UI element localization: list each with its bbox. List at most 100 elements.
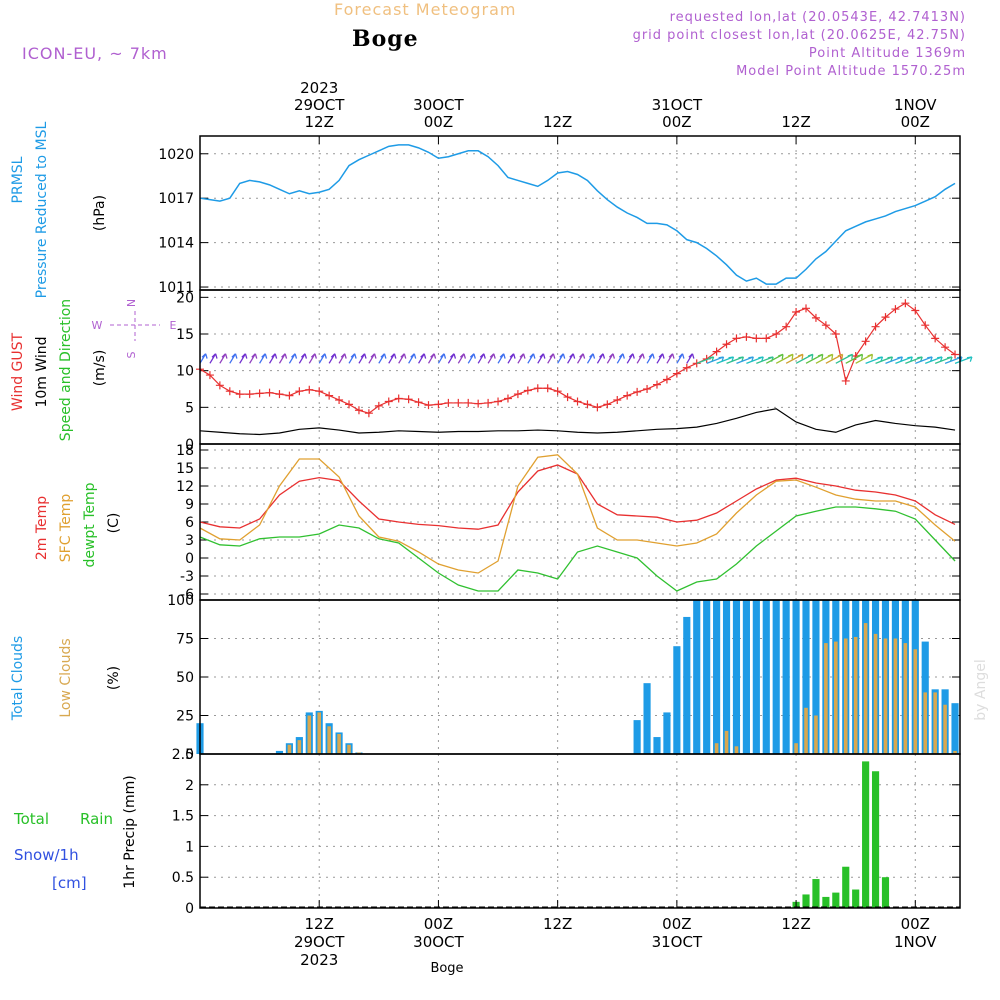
wind-arrow-head xyxy=(569,353,576,359)
wind-arrow-head xyxy=(857,353,864,360)
total-cloud-bar xyxy=(762,600,770,754)
low-cloud-bar xyxy=(933,692,937,754)
wind-arrow-head xyxy=(817,353,824,360)
wind-arrow-head xyxy=(529,353,536,359)
gust-marker xyxy=(881,313,890,322)
bottom-time-label: 31OCT xyxy=(652,933,703,951)
y-tick-label: 1 xyxy=(185,839,194,855)
bottom-time-label: 12Z xyxy=(781,915,810,933)
top-time-label: 31OCT xyxy=(652,96,703,114)
y-tick-label: 5 xyxy=(185,400,194,416)
side-label: (m/s) xyxy=(92,350,108,387)
wind-arrow-head xyxy=(211,353,218,359)
gust-marker xyxy=(245,390,254,399)
total-cloud-bar xyxy=(752,600,760,754)
wind-arrow-head xyxy=(450,353,457,359)
y-tick-label: 0 xyxy=(185,901,194,917)
low-cloud-bar xyxy=(953,750,957,754)
gust-marker xyxy=(911,306,920,315)
top-time-label: 00Z xyxy=(901,113,930,131)
side-label-total: Total xyxy=(13,810,49,828)
low-cloud-bar xyxy=(297,740,302,754)
gust-marker xyxy=(593,403,602,412)
gust-marker xyxy=(533,384,542,393)
wind-arrow-head xyxy=(807,353,814,360)
grid-point: grid point closest lon,lat (20.0625E, 42… xyxy=(632,28,966,43)
y-tick-label: 20 xyxy=(176,290,194,306)
y-tick-label: 25 xyxy=(176,709,194,725)
gust-marker xyxy=(384,397,393,406)
total-cloud-bar xyxy=(812,600,820,754)
compass-w: W xyxy=(92,319,103,332)
gust-marker xyxy=(603,400,612,409)
gust-marker xyxy=(325,391,334,400)
side-label: 2m Temp xyxy=(34,496,50,560)
side-label: 10m Wind xyxy=(34,336,50,407)
watermark: by Angel xyxy=(973,659,989,720)
wind-arrow-head xyxy=(688,353,695,359)
total-cloud-bar xyxy=(683,616,691,754)
top-time-label: 00Z xyxy=(424,113,453,131)
gust-marker xyxy=(821,321,830,330)
side-label: Total Clouds xyxy=(10,636,26,721)
low-cloud-bar xyxy=(903,643,908,754)
gust-marker xyxy=(503,394,512,403)
low-cloud-bar xyxy=(863,623,868,754)
bottom-time-label: 00Z xyxy=(662,915,691,933)
total-cloud-bar xyxy=(673,646,681,754)
top-time-label: 30OCT xyxy=(413,96,464,114)
side-label: (hPa) xyxy=(92,195,108,231)
gust-marker xyxy=(583,400,592,409)
low-cloud-bar xyxy=(824,643,828,754)
temp-line-dewpt xyxy=(199,506,956,592)
y-tick-label: 2.5 xyxy=(172,747,194,763)
wind-arrow-head xyxy=(867,353,874,360)
y-tick-label: 10 xyxy=(176,364,194,380)
gust-marker xyxy=(513,390,522,399)
wind-arrow-head xyxy=(390,353,397,359)
gust-marker xyxy=(652,380,661,389)
wind-arrow-head xyxy=(400,353,407,359)
y-tick-label: 0 xyxy=(185,437,194,453)
panel-frame-0 xyxy=(199,135,961,291)
low-cloud-bar xyxy=(287,744,292,754)
gust-marker xyxy=(871,322,880,331)
y-tick-label: 6 xyxy=(185,515,194,531)
low-cloud-bar xyxy=(724,730,729,754)
gust-marker xyxy=(802,304,811,313)
gust-marker xyxy=(255,389,264,398)
wind-arrow-head xyxy=(539,353,546,359)
y-tick-label: 1017 xyxy=(158,191,194,207)
side-label-cm: [cm] xyxy=(52,874,87,892)
wind-arrow-head xyxy=(549,353,556,359)
wind-arrow-head xyxy=(847,353,854,360)
total-cloud-bar xyxy=(732,600,741,754)
wind-arrow-head xyxy=(648,353,655,359)
top-time-label: 2023 xyxy=(300,79,338,97)
wind-arrow-head xyxy=(241,353,248,359)
wind-arrow-head xyxy=(628,353,635,359)
panel-frame-1 xyxy=(199,289,961,445)
gust-marker xyxy=(434,400,443,409)
gust-marker xyxy=(285,391,294,400)
wind-arrow-head xyxy=(420,353,427,359)
low-cloud-bar xyxy=(337,733,341,754)
gust-marker xyxy=(424,401,433,410)
total-cloud-bar xyxy=(663,712,671,754)
total-cloud-bar xyxy=(722,600,731,754)
total-cloud-bar xyxy=(693,600,701,754)
y-tick-label: 75 xyxy=(176,632,194,648)
y-tick-label: 2 xyxy=(185,778,194,794)
top-time-label: 12Z xyxy=(305,113,334,131)
precip-bar xyxy=(802,894,810,908)
top-time-label: 12Z xyxy=(781,113,810,131)
wind-arrow-head xyxy=(330,353,337,359)
wind-arrow-head xyxy=(787,353,794,360)
y-tick-label: 18 xyxy=(176,443,194,459)
low-cloud-bar xyxy=(714,743,719,754)
gust-marker xyxy=(543,384,552,393)
top-time-label: 1NOV xyxy=(894,96,937,114)
gust-marker xyxy=(742,332,751,341)
wind-arrow-head xyxy=(251,353,258,359)
wind-arrow-head xyxy=(360,353,367,359)
